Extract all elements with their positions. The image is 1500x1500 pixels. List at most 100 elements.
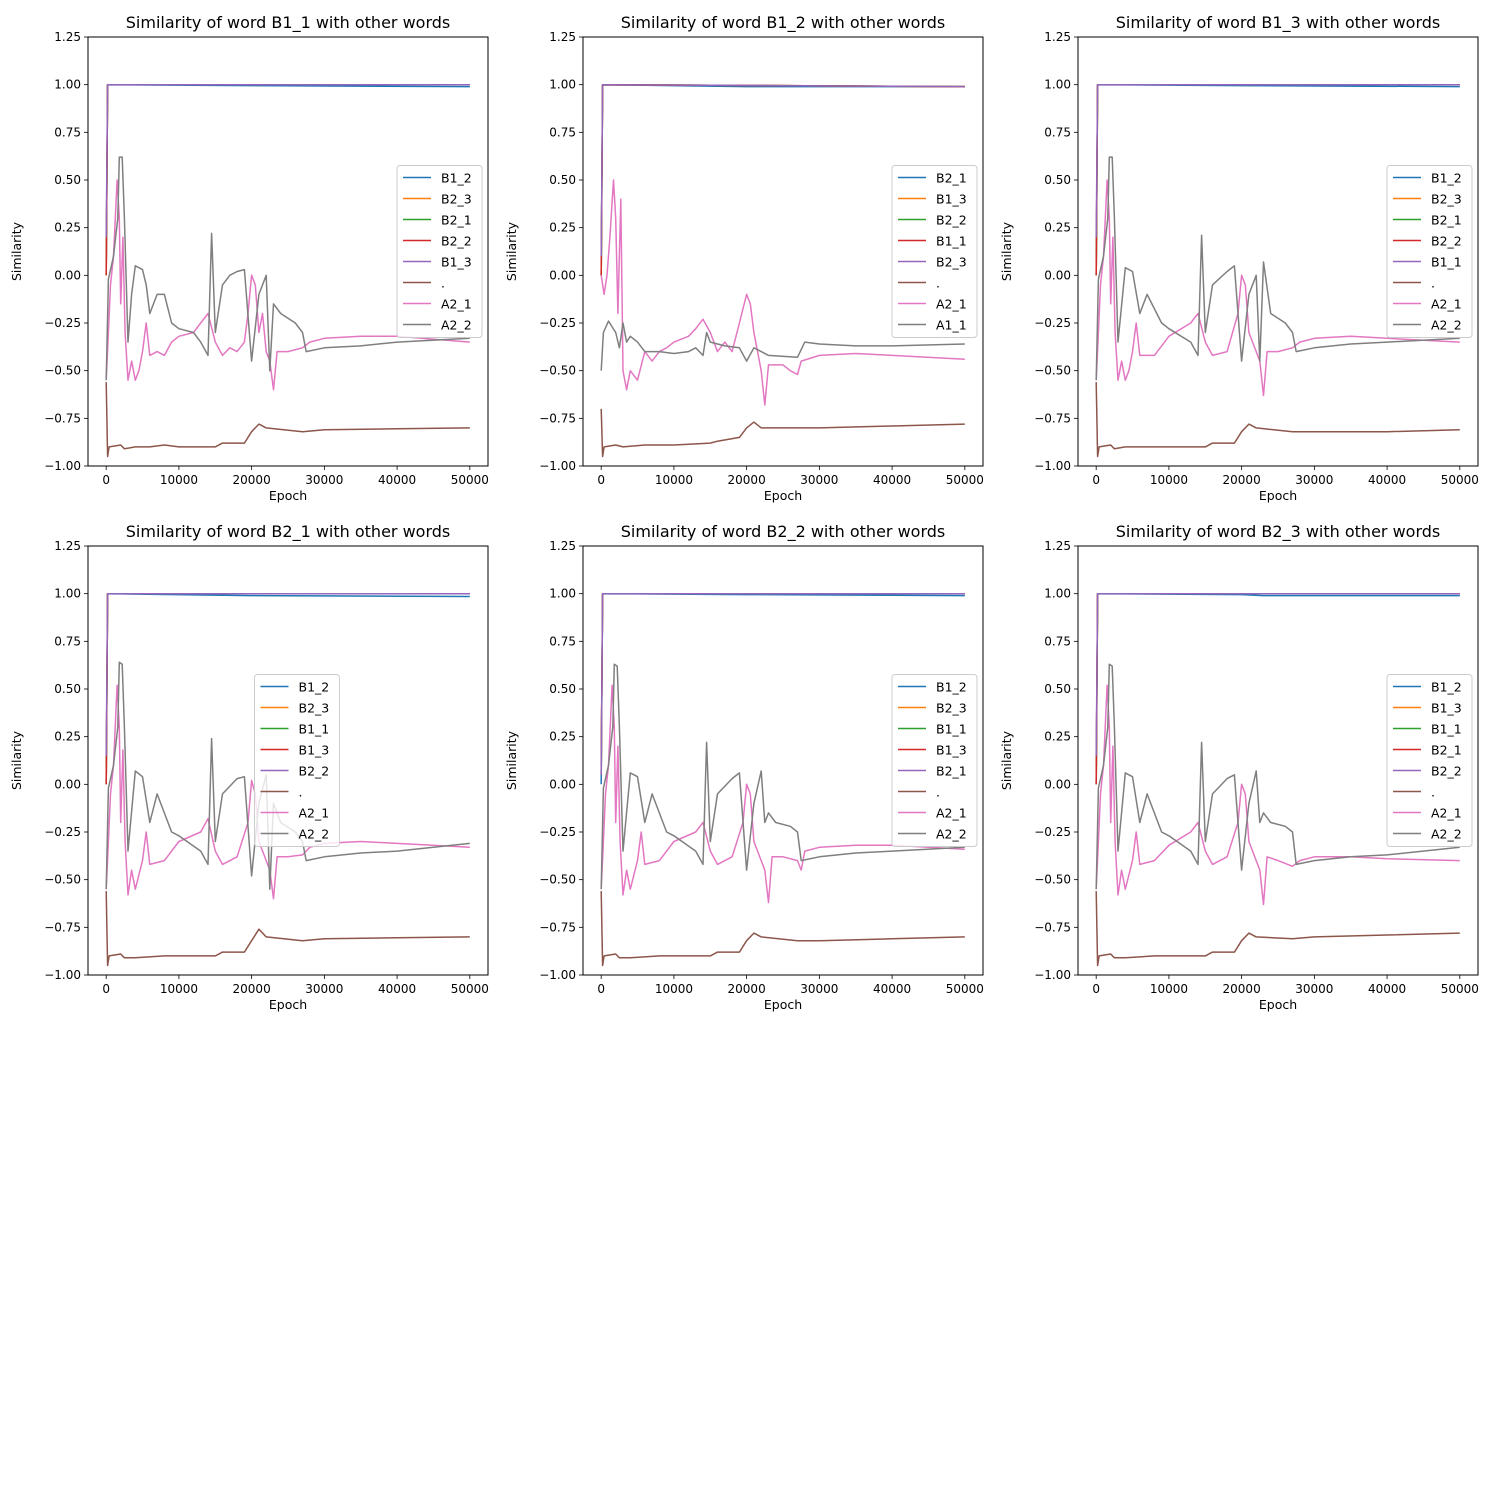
series-line-B2_2 (1095, 592, 1460, 756)
y-tick-label: 1.25 (1044, 30, 1071, 44)
series-line-. (600, 408, 965, 458)
legend-entry-label: B2_2 (1431, 764, 1462, 779)
y-tick-label: −1.00 (539, 968, 576, 982)
legend: B2_1 B1_3 B2_2 B1_1 B2_3. A2_1 A1_1 (891, 165, 978, 338)
legend: B1_2 B2_3 B1_1 B1_3 B2_1. A2_1 A2_2 (891, 674, 978, 847)
series-line-B1_3 (105, 83, 470, 238)
x-tick-label: 20000 (1223, 982, 1261, 996)
axes-frame (87, 36, 489, 467)
y-tick-label: 1.25 (54, 30, 81, 44)
y-tick-label: 1.00 (54, 78, 81, 92)
series-line-. (600, 891, 965, 967)
legend-entry-label: B1_3 (1431, 701, 1462, 716)
legend-box (891, 165, 978, 338)
legend-entry-label: B1_2 (299, 680, 330, 695)
y-tick-label: −0.25 (44, 825, 81, 839)
y-tick-label: 0.00 (549, 777, 576, 791)
y-tick-label: −0.75 (1034, 411, 1071, 425)
series-line-A2_2 (1095, 156, 1460, 381)
y-tick-label: −1.00 (539, 459, 576, 473)
series-line-B2_1 (600, 592, 965, 775)
x-tick-label: 10000 (160, 473, 198, 487)
legend-entry-label: B1_2 (936, 680, 967, 695)
legend: B1_2 B1_3 B1_1 B2_1 B2_2. A2_1 A2_2 (1386, 674, 1473, 847)
x-tick-label: 40000 (873, 982, 911, 996)
series-group (600, 592, 965, 967)
legend-entry-label: . (1431, 276, 1435, 291)
series-group (105, 592, 470, 967)
series-line-B1_1 (1095, 83, 1460, 238)
subplot: Similarity of word B2_3 with other words… (999, 522, 1479, 1012)
legend-entry-label: . (441, 276, 445, 291)
legend-entry-label: . (299, 785, 303, 800)
series-line-A2_1 (1095, 179, 1460, 397)
legend-entry-label: B2_1 (936, 171, 967, 186)
y-axis-label: Similarity (999, 730, 1014, 790)
series-line-A2_2 (1095, 663, 1460, 890)
legend: B1_2 B2_3 B1_1 B1_3 B2_2. A2_1 A2_2 (254, 674, 340, 847)
y-tick-label: 0.75 (1044, 125, 1071, 139)
legend-entry-label: B2_1 (1431, 213, 1462, 228)
x-tick-label: 0 (1092, 473, 1100, 487)
series-line-A2_1 (600, 684, 965, 904)
series-group (1095, 83, 1460, 458)
y-tick-label: −0.75 (44, 920, 81, 934)
legend-entry-label: B1_2 (1431, 171, 1462, 186)
series-line-A2_2 (600, 663, 965, 890)
legend-entry-label: A2_2 (936, 827, 967, 842)
y-tick-label: −0.25 (539, 316, 576, 330)
series-line-A1_1 (600, 320, 965, 371)
axes-frame (1077, 545, 1479, 976)
x-tick-label: 0 (597, 473, 605, 487)
x-tick-label: 0 (102, 982, 110, 996)
x-tick-label: 30000 (1295, 982, 1333, 996)
x-tick-label: 50000 (451, 473, 489, 487)
legend-entry-label: B2_2 (299, 764, 330, 779)
x-tick-label: 0 (102, 473, 110, 487)
legend-entry-label: A2_1 (1431, 297, 1462, 312)
legend-entry-label: B2_3 (1431, 192, 1462, 207)
x-axis-label: Epoch (764, 488, 802, 503)
x-tick-label: 30000 (800, 473, 838, 487)
y-axis-label: Similarity (999, 221, 1014, 281)
y-tick-label: 0.25 (1044, 221, 1071, 235)
legend-entry-label: B1_2 (441, 171, 472, 186)
y-axis-label: Similarity (9, 221, 24, 281)
y-tick-label: −0.25 (44, 316, 81, 330)
x-tick-label: 10000 (1150, 982, 1188, 996)
legend-entry-label: B1_1 (936, 234, 967, 249)
axes-frame (87, 545, 489, 976)
legend-box (1386, 165, 1473, 338)
legend-entry-label: B2_3 (299, 701, 330, 716)
subplot: Similarity of word B1_2 with other words… (504, 13, 984, 503)
y-tick-label: 0.75 (549, 125, 576, 139)
x-tick-label: 10000 (655, 473, 693, 487)
legend-box (891, 674, 978, 847)
legend-entry-label: A2_1 (936, 806, 967, 821)
legend-entry-label: . (1431, 785, 1435, 800)
y-tick-label: 0.25 (54, 730, 81, 744)
legend-entry-label: A2_1 (441, 297, 472, 312)
legend-entry-label: B2_2 (936, 213, 967, 228)
y-tick-label: −0.25 (539, 825, 576, 839)
y-tick-label: 1.00 (1044, 78, 1071, 92)
subplot: Similarity of word B2_1 with other words… (9, 522, 489, 1012)
x-tick-label: 30000 (1295, 473, 1333, 487)
y-tick-label: 1.00 (549, 587, 576, 601)
y-tick-label: 0.00 (1044, 777, 1071, 791)
legend-entry-label: A2_2 (441, 318, 472, 333)
x-axis-label: Epoch (764, 997, 802, 1012)
series-line-A2_1 (105, 684, 470, 900)
series-line-A2_2 (105, 156, 470, 381)
y-tick-label: 0.50 (54, 173, 81, 187)
legend-entry-label: B2_2 (441, 234, 472, 249)
x-tick-label: 30000 (800, 982, 838, 996)
legend: B1_2 B2_3 B2_1 B2_2 B1_1. A2_1 A2_2 (1386, 165, 1473, 338)
y-tick-label: −0.50 (44, 364, 81, 378)
chart-title: Similarity of word B2_2 with other words (621, 522, 945, 542)
y-tick-label: 0.00 (54, 268, 81, 282)
y-axis-label: Similarity (504, 730, 519, 790)
chart-title: Similarity of word B1_3 with other words (1116, 13, 1440, 33)
legend-entry-label: B2_1 (1431, 743, 1462, 758)
legend-entry-label: A1_1 (936, 318, 967, 333)
